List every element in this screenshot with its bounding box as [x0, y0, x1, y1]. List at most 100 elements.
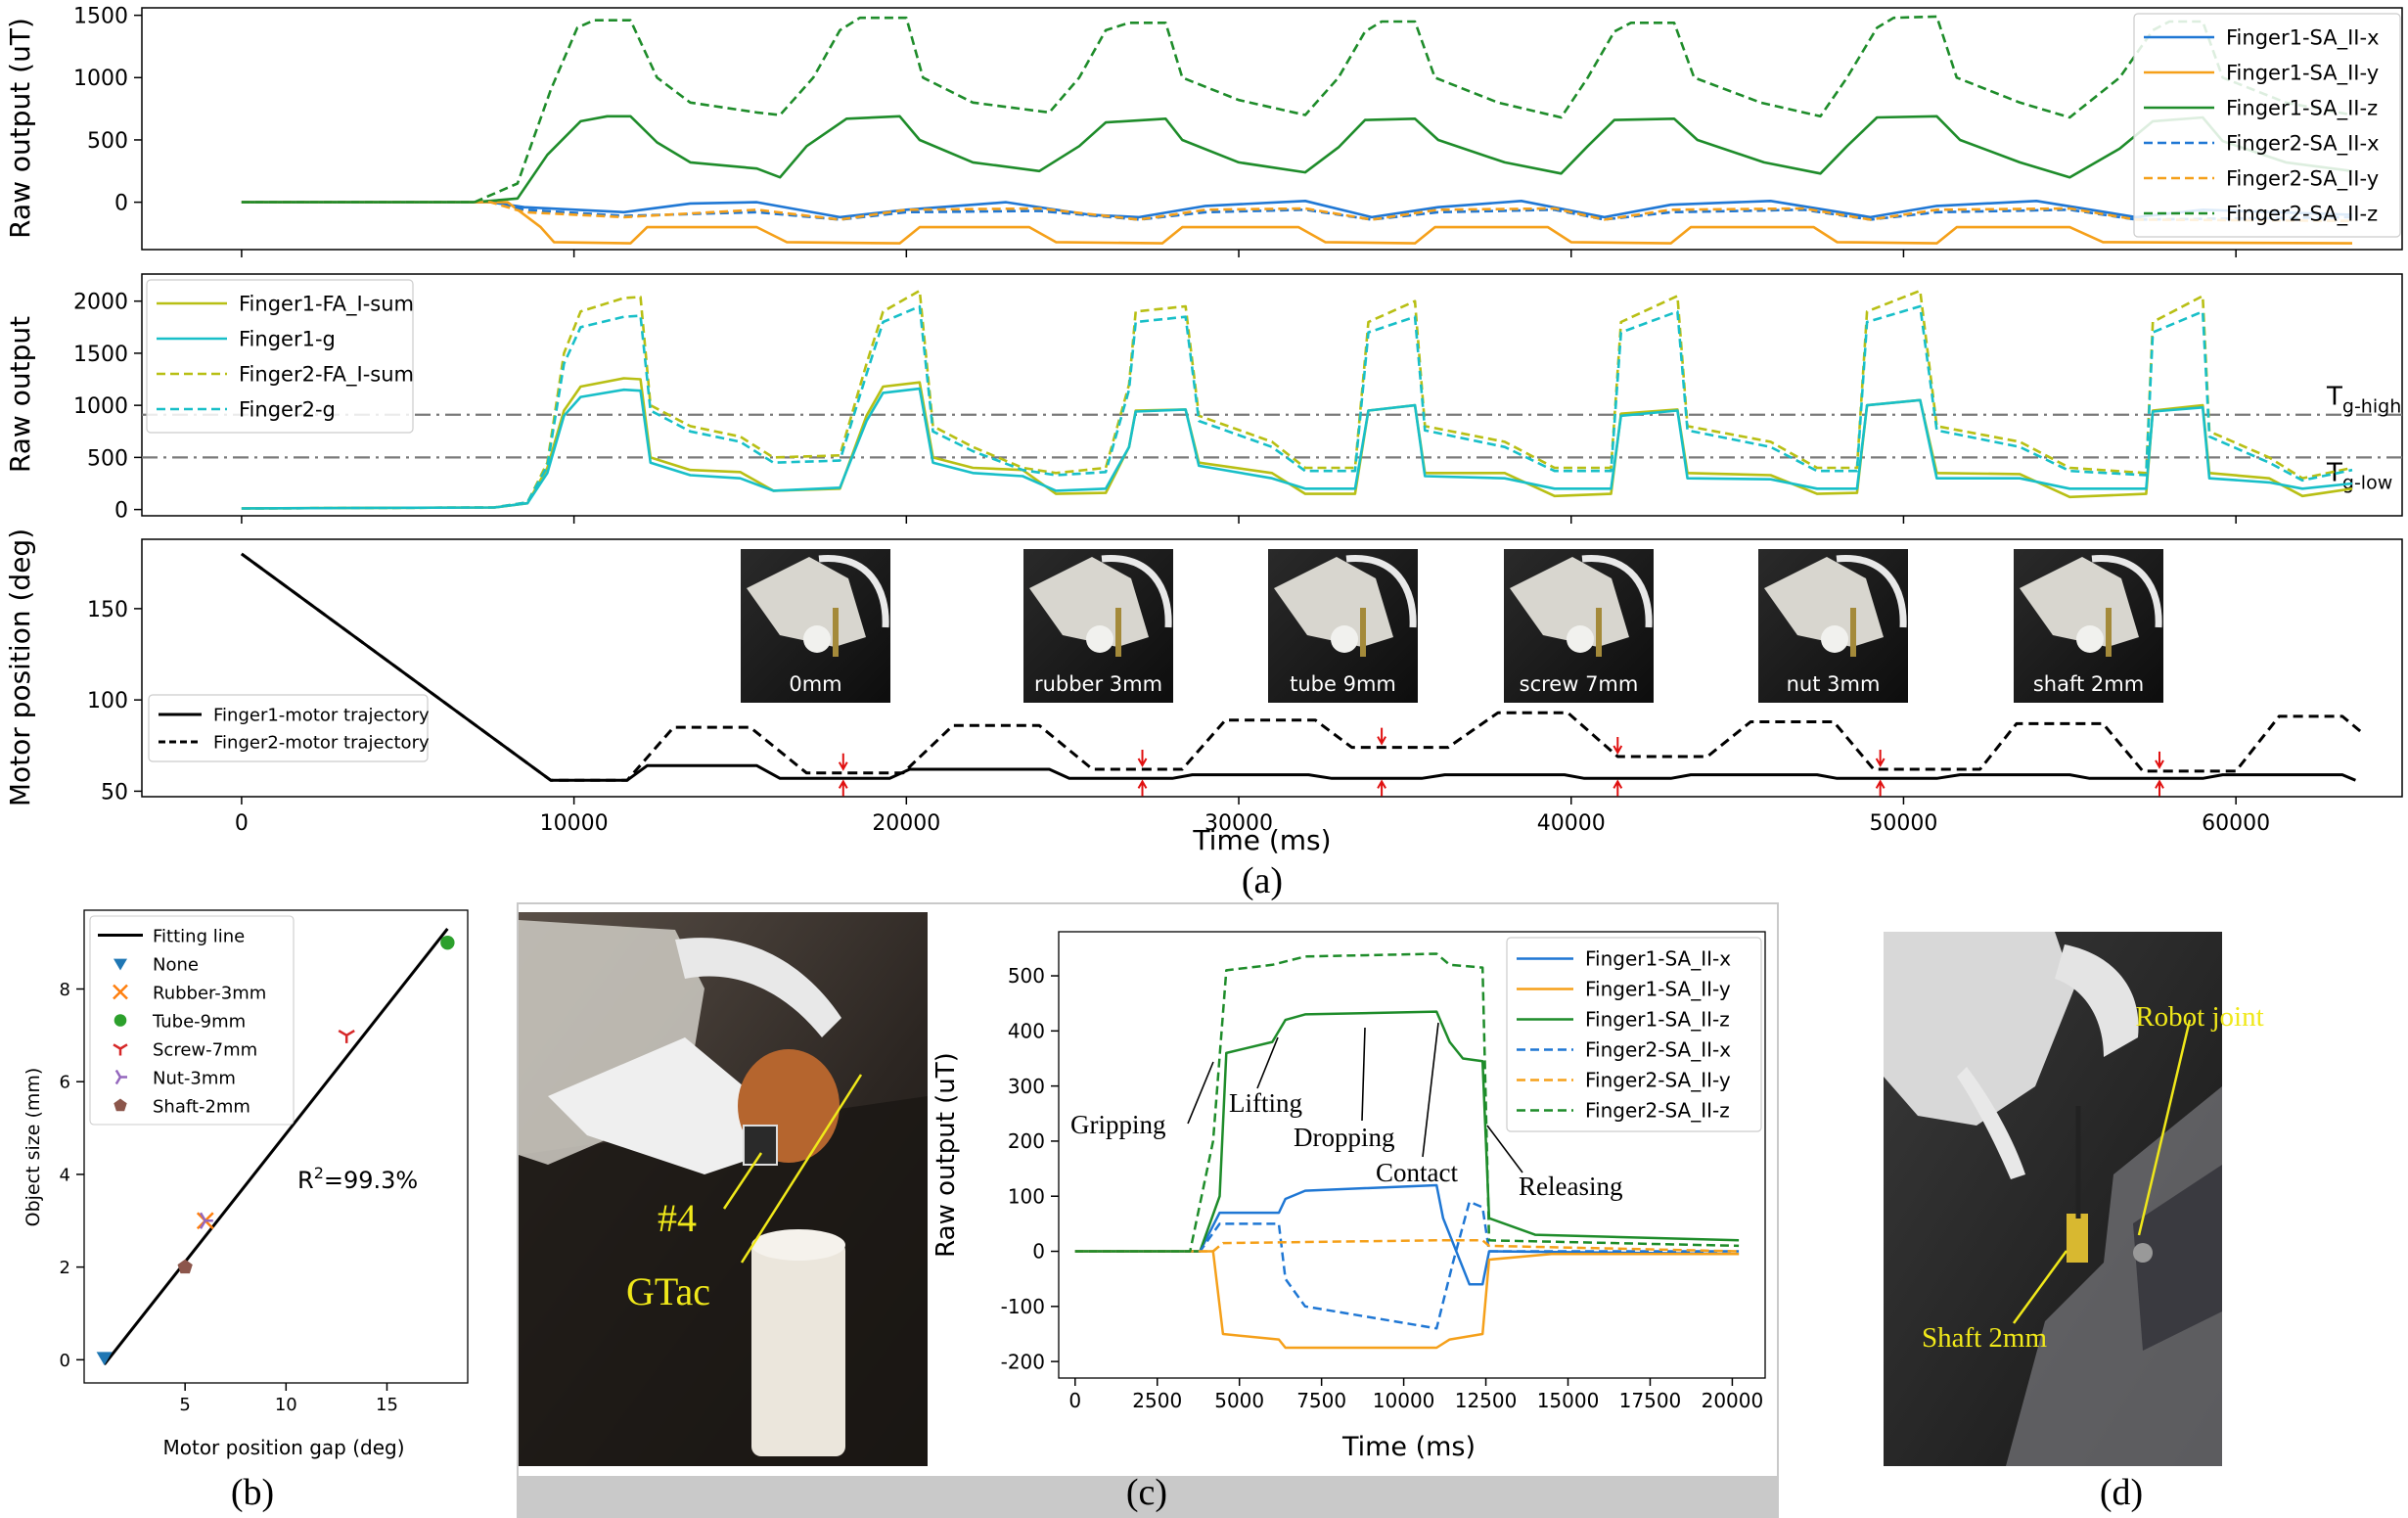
xlabel-c: Time (ms) [1341, 1432, 1476, 1462]
x-tick-label-b: 5 [179, 1395, 190, 1415]
y-tick-label-a1: 1500 [73, 5, 128, 29]
r-squared-sup: 2 [314, 1164, 324, 1182]
photo-cable [818, 555, 889, 628]
photo-fingertip [1567, 625, 1594, 653]
series-line-finger2-sa-ii-y [1074, 1239, 1740, 1253]
photo-gtac-gripper: #4 GTac [519, 912, 928, 1466]
y-tick-label-a2: 500 [87, 446, 128, 471]
gripper-finger [1884, 932, 2074, 1126]
threshold-label-sub: g-low [2342, 472, 2392, 493]
data-point-none [96, 1352, 113, 1365]
series-line-finger1-sa-ii-y [241, 201, 2353, 245]
threshold-label-main: T [2326, 383, 2342, 412]
photo-object [1360, 608, 1366, 657]
legend-label-a1: Finger1-SA_II-x [2226, 26, 2380, 51]
legend-box-b [89, 915, 295, 1126]
r-squared-main: R [297, 1167, 314, 1194]
y-tick-label-b: 8 [60, 980, 70, 1000]
legend-box-a3 [148, 694, 429, 762]
legend-label-a3: Finger2-motor trajectory [213, 732, 430, 753]
x-tick-label-c: 17500 [1619, 1389, 1682, 1412]
axes-frame-a3 [141, 538, 2403, 798]
legend-label-a2: Finger2-g [239, 398, 336, 422]
series-line-finger1-g [241, 387, 2353, 510]
y-tick-label-b: 0 [60, 1351, 70, 1371]
label-robot-joint: Robot joint [2135, 1001, 2263, 1033]
threshold-label-sub: g-high [2342, 396, 2401, 418]
photo-caption: 0mm [789, 672, 841, 696]
annotation-dropping: Dropping [1294, 1123, 1395, 1152]
panel-label-b: (b) [231, 1472, 274, 1513]
panel-label-d: (d) [2100, 1472, 2143, 1513]
ylabel-a3: Motor position (deg) [4, 529, 36, 806]
series-line-finger2-sa-ii-y [241, 201, 2353, 222]
legend-label-a2: Finger1-FA_I-sum [239, 293, 414, 317]
shaft [2067, 1214, 2088, 1263]
annotation-pointer [1422, 1022, 1439, 1158]
legend-label-c: Finger2-SA_II-y [1585, 1069, 1731, 1092]
x-tick-label-a3: 0 [235, 811, 249, 836]
series-line-finger2-sa-ii-z [241, 15, 2353, 204]
axes-frame-a2 [141, 273, 2403, 517]
legend-label-a1: Finger1-SA_II-y [2226, 62, 2379, 86]
y-tick-label-a2: 0 [114, 499, 128, 524]
xlabel-b: Motor position gap (deg) [162, 1436, 404, 1459]
legend-label-b: Fitting line [153, 927, 245, 947]
y-tick-label-a3: 150 [87, 598, 128, 622]
legend-label-c: Finger2-SA_II-z [1585, 1099, 1730, 1123]
series-line-finger2-sa-ii-x [241, 201, 2353, 221]
red-marker-down [1613, 736, 1623, 755]
red-marker-up [1875, 779, 1886, 797]
y-tick-label-c: 100 [1008, 1184, 1045, 1208]
plot-area-a1: 0 500 1000 1500 Finger1-SA_II-x Finger1-SA_II… [73, 5, 2401, 257]
x-tick-label-a3: 30000 [1204, 811, 1273, 836]
photo-fingertip [803, 625, 831, 653]
data-point-shaft-2mm [177, 1259, 193, 1274]
red-marker-down [2155, 751, 2164, 769]
photo-cable [1581, 555, 1653, 628]
series-line-finger1-sa-ii-y [1074, 1250, 1740, 1350]
photo-cable [2091, 555, 2162, 628]
marker-gtac: GTac [626, 1269, 710, 1313]
gripper-finger [548, 1037, 763, 1174]
legend-label-a1: Finger2-SA_II-z [2226, 203, 2378, 227]
red-marker-up [838, 779, 848, 797]
annotation-pointer [1361, 1027, 1366, 1122]
marker-line-shaft [2012, 1250, 2068, 1324]
legend-label-b: None [153, 955, 199, 976]
y-tick-label-a3: 50 [101, 780, 128, 805]
red-marker-down [838, 753, 848, 771]
photo-caption: screw 7mm [1520, 672, 1639, 696]
x-tick-label-c: 0 [1068, 1389, 1081, 1412]
red-marker-down [1377, 727, 1386, 746]
series-line-finger1-fa-i-sum [241, 377, 2353, 510]
red-marker-up [1137, 779, 1148, 797]
x-tick-label-a3: 20000 [872, 811, 940, 836]
legend-label-c: Finger1-SA_II-z [1585, 1008, 1730, 1032]
y-tick-label-a1: 0 [114, 192, 128, 216]
annotation-releasing: Releasing [1519, 1172, 1622, 1201]
y-tick-label-a3: 100 [87, 689, 128, 713]
series-line-finger2-g [241, 304, 2353, 510]
tube [751, 1241, 845, 1456]
photo-object [2106, 608, 2112, 657]
red-marker-down [1875, 750, 1886, 768]
legend-label-a1: Finger2-SA_II-y [2226, 167, 2379, 192]
x-tick-label-c: 20000 [1702, 1389, 1764, 1412]
axes-frame-a1 [141, 7, 2403, 251]
series-line-finger1-sa-ii-z [241, 115, 2353, 204]
photo-caption: tube 9mm [1290, 672, 1396, 696]
ylabel-b: Object size (mm) [23, 1068, 44, 1227]
photo-fingertip [2076, 625, 2104, 653]
ribbon-cable [675, 938, 841, 1037]
marker-line-joint [2137, 1019, 2192, 1236]
tube-opening [751, 1229, 845, 1261]
photo-object [1850, 608, 1856, 657]
legend-label-a3: Finger1-motor trajectory [213, 705, 430, 725]
legend-label-b: Nut-3mm [153, 1069, 236, 1089]
threshold-label: Tg-high [2326, 383, 2401, 418]
photo-caption: rubber 3mm [1034, 672, 1162, 696]
x-tick-label-a3: 40000 [1537, 811, 1606, 836]
y-tick-label-c: -100 [1001, 1295, 1045, 1318]
